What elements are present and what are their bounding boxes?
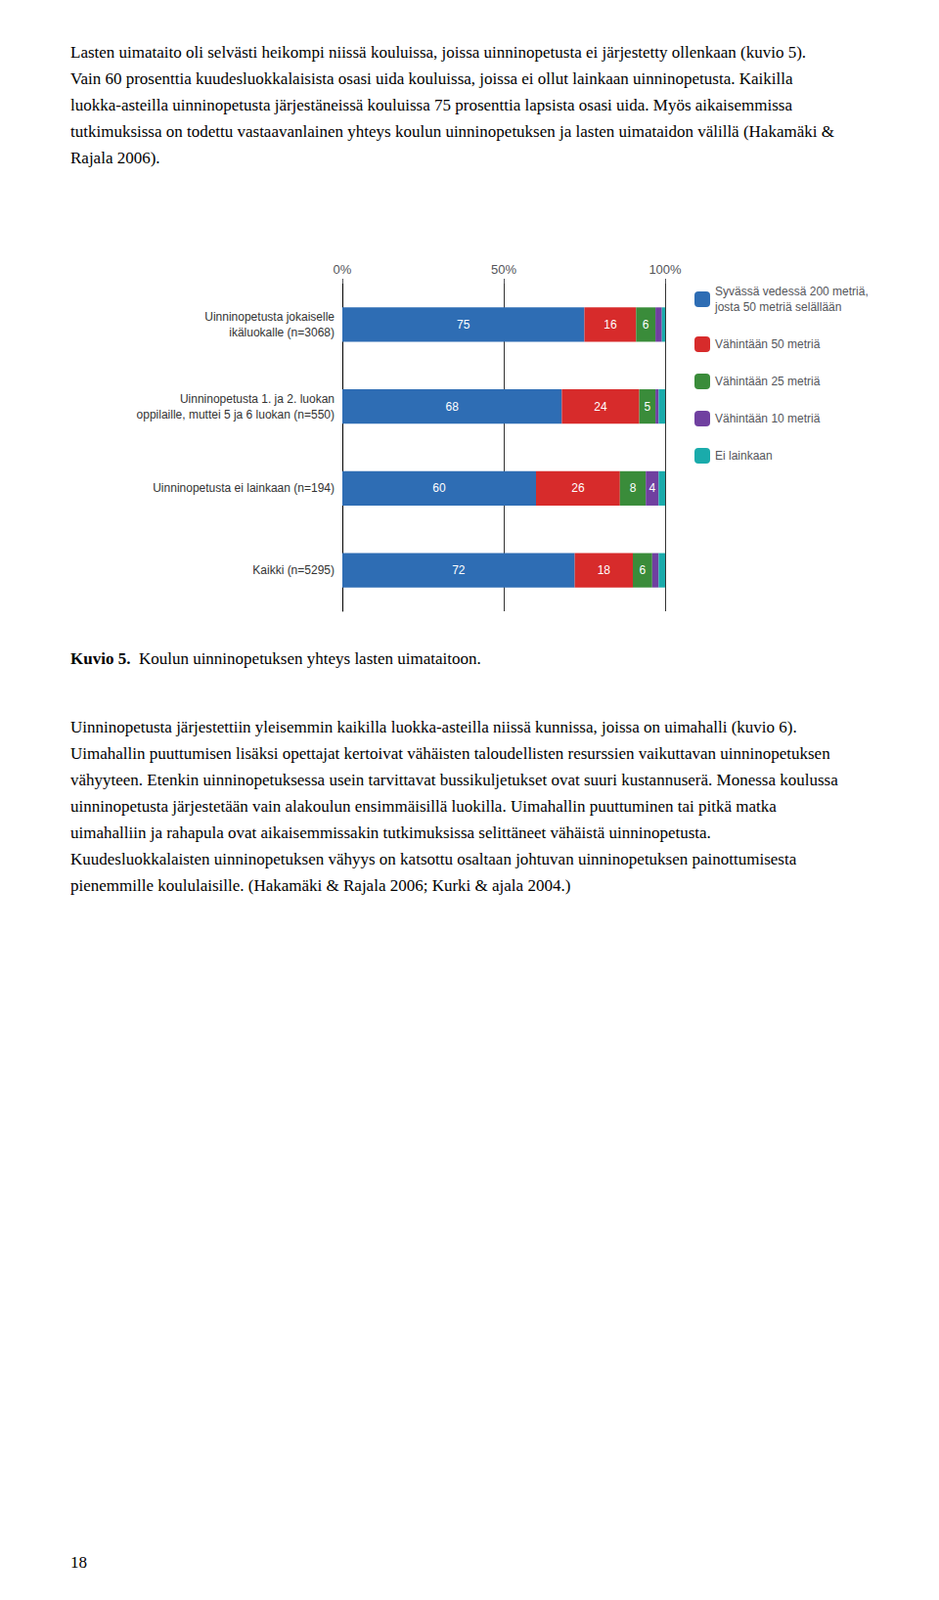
svg-text:vähyyteen. Etenkin uinninopetu: vähyyteen. Etenkin uinninopetuksessa use…: [70, 770, 843, 790]
svg-text:6: 6: [639, 563, 647, 578]
svg-text:Kuudesluokkalaisten uinninopet: Kuudesluokkalaisten uinninopetuksen vähy…: [70, 849, 801, 869]
svg-text:Lasten uimataito oli selvästi: Lasten uimataito oli selvästi heikompi n…: [70, 43, 810, 62]
svg-text:Vähintään 10 metriä: Vähintään 10 metriä: [715, 411, 821, 426]
svg-text:8: 8: [629, 481, 637, 495]
svg-text:pienemmille koululaisille. (Ha: pienemmille koululaisille. (Hakamäki & R…: [70, 876, 571, 895]
svg-text:75: 75: [456, 317, 471, 332]
svg-text:18: 18: [597, 563, 612, 578]
svg-text:Uinninopetusta jokaiselle: Uinninopetusta jokaiselle: [204, 310, 335, 324]
svg-text:Koulun uinninopetuksen yhteys: Koulun uinninopetuksen yhteys lasten uim…: [130, 649, 481, 669]
svg-text:ikäluokalle (n=3068): ikäluokalle (n=3068): [228, 325, 335, 340]
svg-text:Uinninopetusta 1. ja 2. luokan: Uinninopetusta 1. ja 2. luokan: [179, 392, 335, 406]
svg-text:Syvässä vedessä 200 metriä,: Syvässä vedessä 200 metriä,: [715, 284, 869, 299]
svg-text:0%: 0%: [333, 262, 353, 277]
svg-text:Uinninopetusta järjestettiin y: Uinninopetusta järjestettiin yleisemmin …: [70, 717, 802, 737]
svg-text:uinninopetusta järjestetään va: uinninopetusta järjestetään vain alakoul…: [70, 797, 781, 816]
svg-text:6: 6: [642, 317, 650, 332]
svg-text:Uimahallin puuttumisen lisäksi: Uimahallin puuttumisen lisäksi opettajat…: [70, 744, 835, 763]
svg-text:Kaikki (n=5295): Kaikki (n=5295): [252, 563, 335, 578]
svg-text:5: 5: [644, 400, 652, 414]
svg-text:Vähintään 50 metriä: Vähintään 50 metriä: [715, 337, 821, 352]
svg-text:4: 4: [648, 481, 656, 495]
svg-text:Rajala 2006).: Rajala 2006).: [70, 148, 161, 168]
svg-text:Uinninopetusta ei lainkaan (n=: Uinninopetusta ei lainkaan (n=194): [152, 481, 335, 495]
svg-text:18: 18: [70, 1553, 88, 1572]
svg-text:Ei lainkaan: Ei lainkaan: [715, 448, 773, 463]
svg-text:72: 72: [451, 563, 466, 578]
svg-text:24: 24: [593, 400, 608, 414]
svg-text:oppilaille, muttei 5 ja 6 luok: oppilaille, muttei 5 ja 6 luokan (n=550): [136, 407, 335, 422]
svg-text:Kuvio 5.: Kuvio 5.: [70, 649, 131, 669]
svg-text:68: 68: [446, 400, 460, 414]
svg-text:luokka-asteilla uinninopetusta: luokka-asteilla uinninopetusta järjestän…: [70, 95, 797, 115]
svg-text:50%: 50%: [491, 262, 517, 277]
svg-text:josta 50 metriä selällään: josta 50 metriä selällään: [714, 300, 842, 314]
svg-text:16: 16: [603, 317, 618, 332]
svg-text:60: 60: [432, 481, 447, 495]
svg-text:tutkimuksissa on todettu vasta: tutkimuksissa on todettu vastaavanlainen…: [70, 122, 839, 141]
svg-text:Vain 60 prosenttia kuudesluokk: Vain 60 prosenttia kuudesluokkalaisista …: [70, 69, 798, 89]
svg-text:Vähintään 25 metriä: Vähintään 25 metriä: [715, 374, 821, 389]
svg-text:uimahalliin ja rahapula ovat a: uimahalliin ja rahapula ovat aikaisemmis…: [70, 823, 716, 843]
svg-text:26: 26: [571, 481, 585, 495]
svg-text:100%: 100%: [648, 262, 682, 277]
